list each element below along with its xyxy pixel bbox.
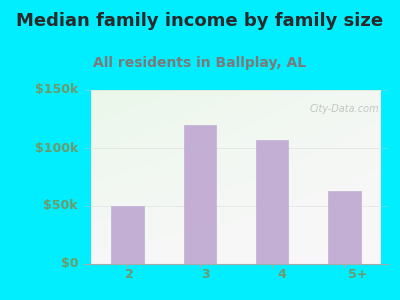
Text: $0: $0 <box>60 257 78 271</box>
Text: Median family income by family size: Median family income by family size <box>16 12 384 30</box>
Text: $100k: $100k <box>35 142 78 154</box>
Text: 4: 4 <box>277 268 286 281</box>
Bar <box>328 191 361 264</box>
Bar <box>256 140 288 264</box>
Bar <box>111 206 144 264</box>
Text: All residents in Ballplay, AL: All residents in Ballplay, AL <box>94 56 306 70</box>
Bar <box>184 125 216 264</box>
Text: 2: 2 <box>125 268 134 281</box>
Text: City-Data.com: City-Data.com <box>309 104 379 114</box>
Text: 3: 3 <box>201 268 210 281</box>
Text: $150k: $150k <box>35 83 78 97</box>
Text: $50k: $50k <box>44 200 78 212</box>
Text: 5+: 5+ <box>348 268 367 281</box>
